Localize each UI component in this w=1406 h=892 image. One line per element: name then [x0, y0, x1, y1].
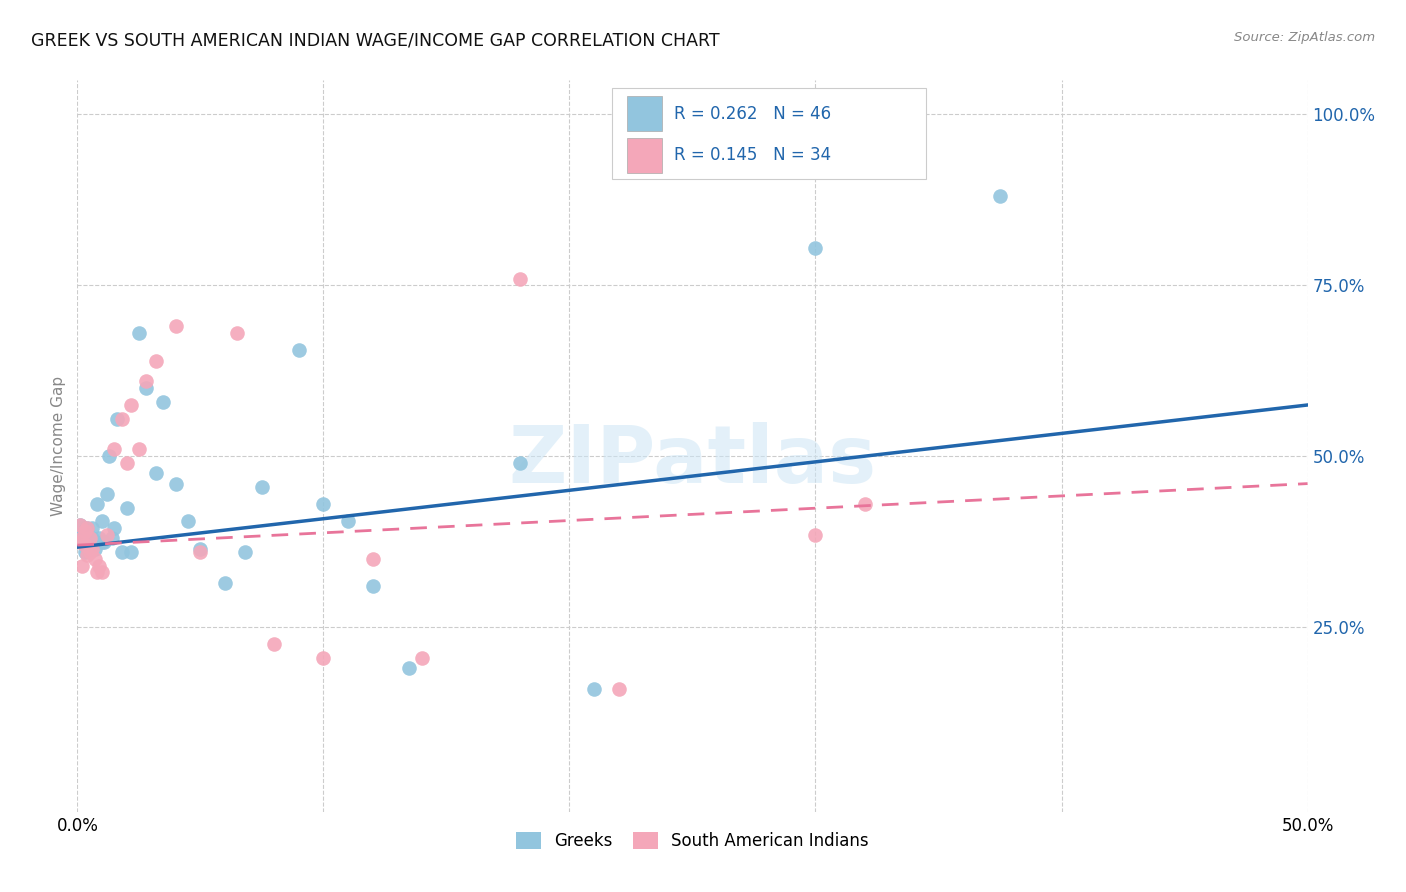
Point: [128, 442, 150, 457]
Point: [79, 534, 101, 549]
Point: [214, 575, 236, 590]
Point: [111, 411, 132, 425]
Text: ZIPatlas: ZIPatlas: [509, 422, 876, 500]
Point: [73, 524, 96, 539]
Point: [233, 545, 256, 559]
Point: [103, 521, 125, 535]
Point: [101, 531, 124, 545]
Point: [83, 541, 105, 556]
Text: R = 0.262   N = 46: R = 0.262 N = 46: [673, 105, 831, 123]
Point: [135, 374, 157, 388]
Point: [90, 534, 114, 549]
Point: [361, 551, 384, 566]
Point: [89, 558, 111, 573]
Point: [73, 545, 96, 559]
Point: [70, 521, 93, 535]
Point: [82, 531, 104, 545]
Point: [152, 394, 174, 409]
Point: [361, 579, 384, 593]
Point: [82, 541, 104, 556]
Point: [115, 456, 138, 470]
Point: [70, 558, 93, 573]
Point: [86, 497, 108, 511]
Point: [76, 521, 98, 535]
Text: R = 0.145   N = 34: R = 0.145 N = 34: [673, 146, 831, 164]
Point: [337, 514, 360, 528]
Point: [73, 538, 96, 552]
Point: [226, 326, 249, 341]
Point: [177, 514, 200, 528]
Text: GREEK VS SOUTH AMERICAN INDIAN WAGE/INCOME GAP CORRELATION CHART: GREEK VS SOUTH AMERICAN INDIAN WAGE/INCO…: [31, 31, 720, 49]
Point: [69, 517, 91, 532]
Point: [98, 449, 121, 463]
FancyBboxPatch shape: [627, 96, 662, 131]
Point: [90, 566, 114, 580]
Point: [82, 521, 104, 535]
Point: [90, 514, 114, 528]
Point: [121, 545, 143, 559]
Point: [128, 326, 150, 341]
Legend: Greeks, South American Indians: Greeks, South American Indians: [508, 823, 877, 858]
Point: [70, 531, 93, 545]
Point: [73, 524, 96, 539]
Point: [188, 545, 212, 559]
Point: [79, 545, 101, 559]
Point: [76, 531, 98, 545]
Point: [165, 476, 187, 491]
Point: [76, 549, 98, 563]
Point: [288, 343, 311, 358]
Point: [398, 661, 420, 675]
Point: [804, 241, 827, 255]
Point: [105, 411, 128, 425]
FancyBboxPatch shape: [627, 137, 662, 173]
Point: [165, 319, 187, 334]
Point: [312, 497, 335, 511]
Point: [93, 534, 115, 549]
Point: [145, 353, 167, 368]
Point: [804, 528, 827, 542]
Point: [115, 500, 138, 515]
Point: [79, 541, 101, 556]
Point: [509, 271, 531, 285]
Point: [607, 681, 630, 696]
Point: [509, 456, 531, 470]
Point: [70, 534, 93, 549]
Point: [121, 398, 143, 412]
Point: [263, 637, 285, 651]
Y-axis label: Wage/Income Gap: Wage/Income Gap: [51, 376, 66, 516]
Point: [96, 487, 118, 501]
Point: [73, 538, 96, 552]
Point: [145, 467, 167, 481]
Point: [988, 189, 1011, 203]
Point: [69, 517, 91, 532]
Point: [250, 480, 273, 494]
Point: [69, 528, 91, 542]
Point: [69, 534, 91, 549]
FancyBboxPatch shape: [613, 87, 927, 179]
Point: [89, 531, 111, 545]
Point: [411, 651, 433, 665]
Point: [312, 651, 335, 665]
Point: [96, 528, 118, 542]
Point: [135, 381, 157, 395]
Point: [103, 442, 125, 457]
Point: [583, 681, 606, 696]
Point: [188, 541, 212, 556]
Point: [79, 531, 101, 545]
Text: Source: ZipAtlas.com: Source: ZipAtlas.com: [1234, 31, 1375, 45]
Point: [83, 551, 105, 566]
Point: [86, 566, 108, 580]
Point: [853, 497, 876, 511]
Point: [111, 545, 132, 559]
Point: [76, 521, 98, 535]
